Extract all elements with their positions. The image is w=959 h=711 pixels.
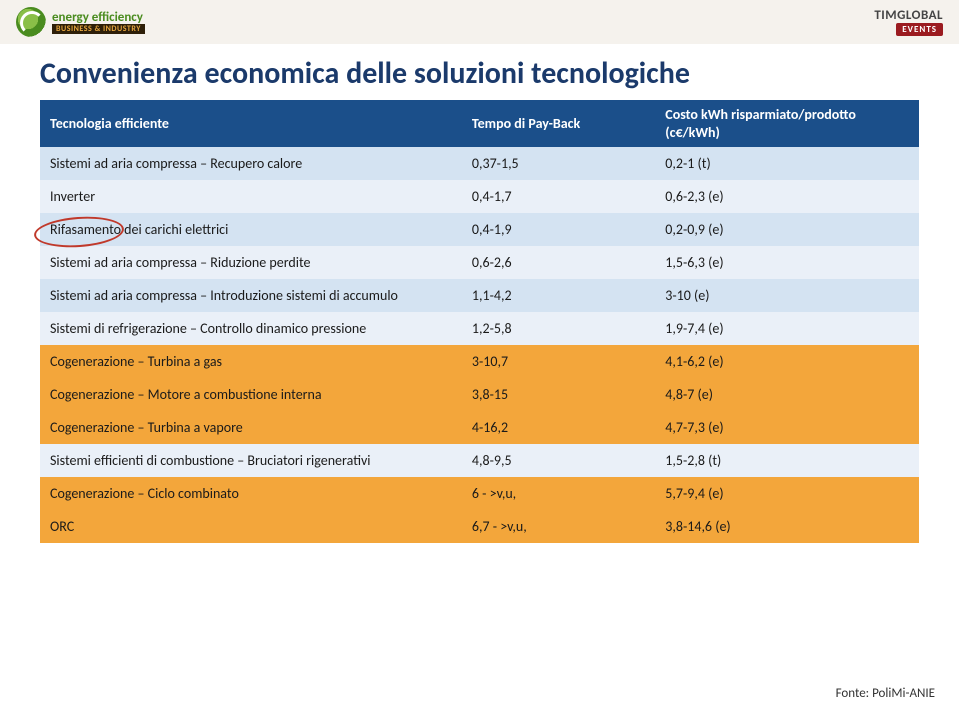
cell-technology: Sistemi ad aria compressa – Introduzione… — [40, 279, 462, 312]
table-row: Rifasamento dei carichi elettrici0,4-1,9… — [40, 213, 919, 246]
col-header-payback: Tempo di Pay-Back — [462, 100, 655, 147]
cell-cost: 3,8-14,6 (e) — [655, 510, 919, 543]
table-row: Cogenerazione – Ciclo combinato6 - >v,u,… — [40, 477, 919, 510]
cell-payback: 6,7 - >v,u, — [462, 510, 655, 543]
cell-payback: 0,4-1,7 — [462, 180, 655, 213]
cell-technology: Rifasamento dei carichi elettrici — [40, 213, 462, 246]
header-bar: energy efficiency BUSINESS & INDUSTRY TI… — [0, 0, 959, 44]
cell-technology: Sistemi di refrigerazione – Controllo di… — [40, 312, 462, 345]
table-row: ORC6,7 - >v,u,3,8-14,6 (e) — [40, 510, 919, 543]
table-row: Cogenerazione – Turbina a gas3-10,74,1-6… — [40, 345, 919, 378]
logo-left-sub: BUSINESS & INDUSTRY — [52, 24, 145, 34]
cell-technology: Cogenerazione – Motore a combustione int… — [40, 378, 462, 411]
cell-cost: 1,5-6,3 (e) — [655, 246, 919, 279]
logo-right-main: TIMGLOBAL — [874, 8, 943, 23]
cell-payback: 6 - >v,u, — [462, 477, 655, 510]
table-row: Sistemi efficienti di combustione – Bruc… — [40, 444, 919, 477]
table-row: Sistemi ad aria compressa – Riduzione pe… — [40, 246, 919, 279]
logo-left-text: energy efficiency BUSINESS & INDUSTRY — [52, 11, 145, 34]
cell-payback: 4,8-9,5 — [462, 444, 655, 477]
logo-right-sub: EVENTS — [896, 23, 943, 36]
table-row: Cogenerazione – Motore a combustione int… — [40, 378, 919, 411]
source-label: Fonte: PoliMi-ANIE — [836, 686, 935, 701]
table-row: Cogenerazione – Turbina a vapore4-16,24,… — [40, 411, 919, 444]
cell-payback: 0,4-1,9 — [462, 213, 655, 246]
table-row: Inverter0,4-1,70,6-2,3 (e) — [40, 180, 919, 213]
table-row: Sistemi ad aria compressa – Recupero cal… — [40, 147, 919, 180]
logo-left-main: energy efficiency — [52, 10, 143, 25]
cell-technology: Sistemi ad aria compressa – Riduzione pe… — [40, 246, 462, 279]
cell-payback: 1,1-4,2 — [462, 279, 655, 312]
cell-technology: Cogenerazione – Ciclo combinato — [40, 477, 462, 510]
cell-technology: ORC — [40, 510, 462, 543]
cell-cost: 0,2-0,9 (e) — [655, 213, 919, 246]
cell-payback: 1,2-5,8 — [462, 312, 655, 345]
table-body: Sistemi ad aria compressa – Recupero cal… — [40, 147, 919, 543]
cell-cost: 0,2-1 (t) — [655, 147, 919, 180]
cell-cost: 0,6-2,3 (e) — [655, 180, 919, 213]
cell-payback: 0,6-2,6 — [462, 246, 655, 279]
cell-payback: 3-10,7 — [462, 345, 655, 378]
energy-efficiency-icon — [16, 7, 46, 37]
cell-technology: Cogenerazione – Turbina a gas — [40, 345, 462, 378]
cell-payback: 4-16,2 — [462, 411, 655, 444]
col-header-cost: Costo kWh risparmiato/prodotto (c€/kWh) — [655, 100, 919, 147]
cell-cost: 4,7-7,3 (e) — [655, 411, 919, 444]
logo-left: energy efficiency BUSINESS & INDUSTRY — [16, 7, 145, 37]
cell-cost: 1,9-7,4 (e) — [655, 312, 919, 345]
cell-technology: Sistemi ad aria compressa – Recupero cal… — [40, 147, 462, 180]
table-row: Sistemi ad aria compressa – Introduzione… — [40, 279, 919, 312]
cell-payback: 0,37-1,5 — [462, 147, 655, 180]
data-table: Tecnologia efficiente Tempo di Pay-Back … — [40, 100, 919, 543]
cell-technology: Inverter — [40, 180, 462, 213]
cell-cost: 4,8-7 (e) — [655, 378, 919, 411]
logo-right: TIMGLOBAL EVENTS — [874, 8, 943, 36]
slide-content: Convenienza economica delle soluzioni te… — [40, 55, 919, 543]
page-title: Convenienza economica delle soluzioni te… — [40, 55, 919, 92]
cell-cost: 3-10 (e) — [655, 279, 919, 312]
cell-cost: 4,1-6,2 (e) — [655, 345, 919, 378]
cell-technology: Sistemi efficienti di combustione – Bruc… — [40, 444, 462, 477]
table-row: Sistemi di refrigerazione – Controllo di… — [40, 312, 919, 345]
cell-technology: Cogenerazione – Turbina a vapore — [40, 411, 462, 444]
col-header-technology: Tecnologia efficiente — [40, 100, 462, 147]
cell-cost: 5,7-9,4 (e) — [655, 477, 919, 510]
table-header-row: Tecnologia efficiente Tempo di Pay-Back … — [40, 100, 919, 147]
cell-payback: 3,8-15 — [462, 378, 655, 411]
cell-cost: 1,5-2,8 (t) — [655, 444, 919, 477]
